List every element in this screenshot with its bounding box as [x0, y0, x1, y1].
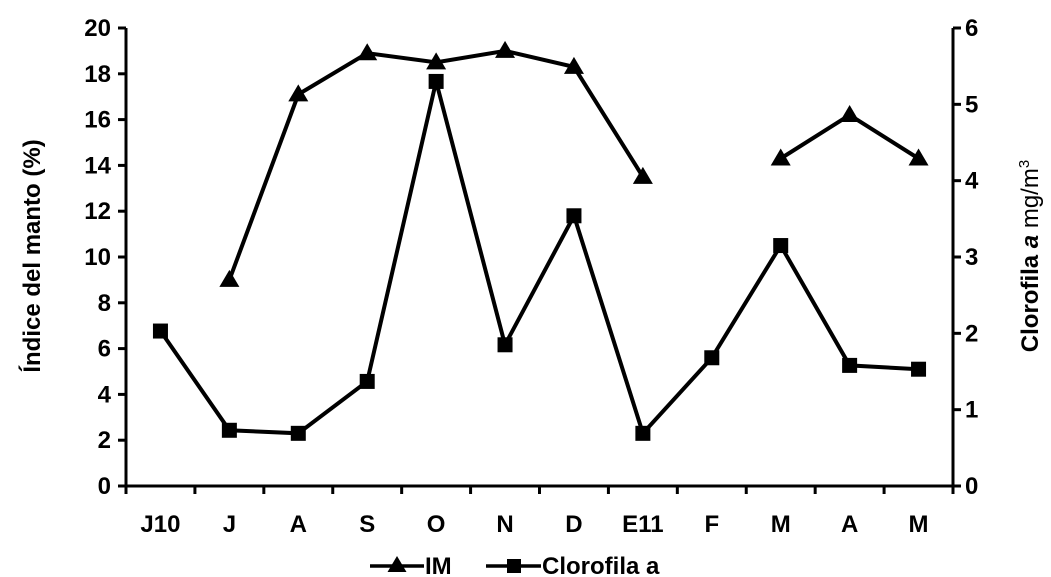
- x-tick-label: S: [359, 511, 375, 538]
- series-im: [219, 40, 929, 287]
- left-tick-label: 12: [84, 198, 111, 225]
- data-point-clorofila-a: [842, 357, 858, 373]
- right-axis-title-superscript: 3: [1016, 160, 1033, 168]
- x-tick-label: M: [909, 511, 929, 538]
- series-line-im: [227, 48, 920, 281]
- x-tick-label: D: [565, 511, 582, 538]
- left-tick-label: 20: [84, 15, 111, 42]
- right-tick-label: 0: [965, 473, 978, 500]
- right-axis-title-unit: mg/m: [1017, 168, 1044, 235]
- right-tick-label: 1: [965, 397, 978, 424]
- right-axis-title: Clorofila a mg/m3: [1016, 160, 1044, 352]
- left-axis-ticks: 0 2 4 6 8 10 12 14 16 18 20: [84, 15, 126, 500]
- data-point-im: [770, 148, 791, 166]
- legend-label-clorofila: Clorofila a: [542, 553, 660, 577]
- left-axis-title: Índice del manto (%): [18, 139, 46, 372]
- x-tick-label: E11: [622, 511, 663, 538]
- left-tick-label: 8: [98, 290, 111, 317]
- data-point-clorofila-a: [152, 323, 168, 339]
- series-layer: [152, 40, 929, 441]
- x-tick-label: O: [427, 511, 446, 538]
- series-clorofila-a: [152, 73, 927, 441]
- right-tick-label: 3: [965, 244, 978, 271]
- x-tick-label: A: [841, 511, 858, 538]
- right-tick-label: 6: [965, 15, 978, 42]
- data-point-im: [357, 43, 378, 61]
- data-point-clorofila-a: [359, 373, 375, 389]
- left-tick-label: 4: [98, 381, 112, 408]
- data-point-clorofila-a: [290, 425, 306, 441]
- data-point-im: [632, 166, 653, 184]
- left-tick-label: 14: [84, 152, 111, 179]
- right-axis-title-prefix: Clorofila: [1017, 248, 1044, 352]
- data-point-clorofila-a: [566, 208, 582, 224]
- right-axis-ticks: 0 1 2 3 4 5 6: [953, 15, 979, 500]
- data-point-im: [563, 56, 584, 74]
- legend-item-clorofila: Clorofila a: [486, 553, 660, 577]
- data-point-im: [495, 40, 516, 58]
- data-point-im: [839, 105, 860, 123]
- left-tick-label: 2: [98, 427, 111, 454]
- x-axis-ticks: J10 J A S O N D E11 F M A M: [124, 486, 955, 538]
- left-tick-label: 18: [84, 61, 111, 88]
- legend-label-im: IM: [425, 553, 452, 577]
- data-point-clorofila-a: [428, 73, 444, 89]
- left-tick-label: 6: [98, 336, 111, 363]
- x-tick-label: J: [223, 511, 236, 538]
- right-tick-label: 5: [965, 91, 978, 118]
- data-point-clorofila-a: [704, 350, 720, 366]
- legend-item-im: IM: [370, 553, 452, 577]
- left-tick-label: 10: [84, 244, 111, 271]
- right-tick-label: 2: [965, 320, 978, 347]
- data-point-clorofila-a: [497, 337, 513, 353]
- legend: IM Clorofila a: [370, 553, 660, 577]
- data-point-im: [219, 269, 240, 287]
- legend-marker-clorofila: [507, 559, 521, 573]
- legend-marker-im: [387, 556, 407, 572]
- data-point-clorofila-a: [221, 422, 237, 438]
- axes: [124, 28, 955, 488]
- data-point-clorofila-a: [911, 361, 927, 377]
- data-point-im: [426, 52, 447, 70]
- left-tick-label: 0: [98, 473, 111, 500]
- data-point-im: [908, 148, 929, 166]
- x-tick-label: F: [704, 511, 719, 538]
- x-tick-label: M: [771, 511, 791, 538]
- x-tick-label: N: [496, 511, 513, 538]
- data-point-clorofila-a: [635, 425, 651, 441]
- series-line-clorofila-a: [158, 80, 919, 438]
- left-tick-label: 16: [84, 107, 111, 134]
- data-point-im: [288, 84, 309, 102]
- x-tick-label: J10: [140, 511, 180, 538]
- right-tick-label: 4: [965, 168, 979, 195]
- x-tick-label: A: [290, 511, 307, 538]
- data-point-clorofila-a: [773, 238, 789, 254]
- right-axis-title-italic: a: [1017, 235, 1044, 248]
